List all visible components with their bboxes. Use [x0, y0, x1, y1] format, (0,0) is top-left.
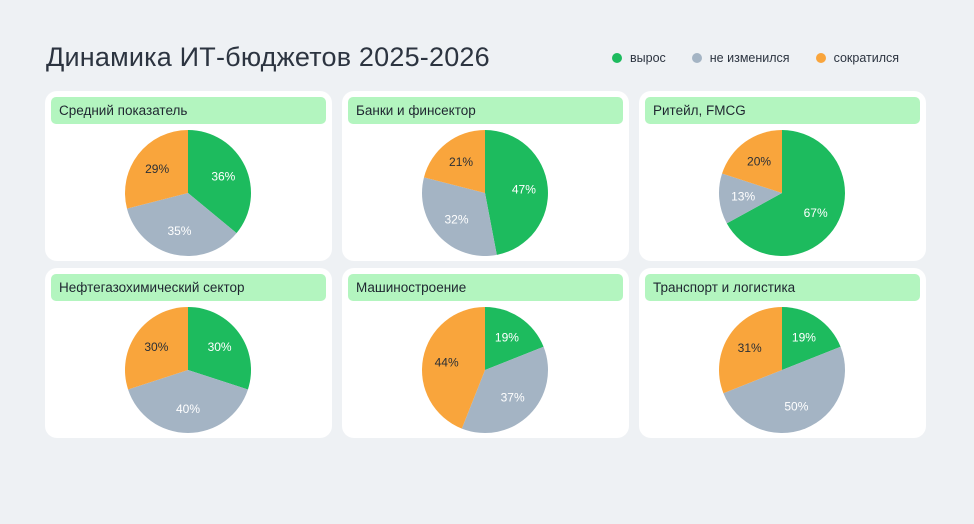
chart-card-average: Средний показатель 36% 35% 29% — [45, 91, 332, 261]
pie-value-label-grew: 19% — [792, 331, 816, 345]
chart-title: Средний показатель — [51, 97, 326, 124]
pie-value-label-decreased: 20% — [747, 154, 771, 168]
pie-slice-unchanged — [461, 346, 549, 434]
pie-value-label-grew: 30% — [208, 340, 232, 354]
pie-slice-grew — [485, 130, 548, 255]
pie-value-label-unchanged: 32% — [445, 213, 469, 227]
legend-item-grew: вырос — [612, 51, 666, 65]
pie-value-label-unchanged: 50% — [784, 399, 808, 413]
pie-value-label-unchanged: 37% — [501, 391, 525, 405]
pie-slice-decreased — [421, 307, 485, 429]
pie-slice-unchanged — [422, 177, 497, 256]
legend-label-decreased: сократился — [833, 51, 900, 65]
pie-value-label-unchanged: 40% — [176, 402, 200, 416]
pie-value-label-grew: 19% — [495, 331, 519, 345]
pie-slice-decreased — [718, 307, 782, 394]
pie-value-label-unchanged: 35% — [167, 224, 191, 238]
pie-chart-average: 36% 35% 29% — [125, 130, 251, 256]
pie-chart-transport: 19% 50% 31% — [718, 307, 846, 434]
pie-value-label-grew: 47% — [512, 182, 536, 196]
pie-slice-grew — [485, 307, 544, 370]
chart-legend: вырос не изменился сократился — [612, 51, 899, 65]
legend-item-unchanged: не изменился — [691, 51, 790, 65]
chart-title: Банки и финсектор — [348, 97, 623, 124]
chart-title: Нефтегазохимический сектор — [51, 274, 326, 301]
pie-chart-machinery: 19% 37% 44% — [421, 307, 549, 434]
pie-slice-decreased — [125, 130, 188, 209]
pie-chart-retail: 67% 13% 20% — [718, 130, 845, 256]
chart-title: Транспорт и логистика — [645, 274, 920, 301]
legend-label-grew: вырос — [630, 51, 666, 65]
pie-value-label-decreased: 31% — [738, 341, 762, 355]
legend-swatch-decreased — [815, 53, 826, 63]
chart-title: Ритейл, FMCG — [645, 97, 920, 124]
charts-grid: Средний показатель 36% 35% 29% Банки и фин… — [45, 91, 926, 438]
pie-slice-unchanged — [723, 346, 846, 434]
pie-slice-unchanged — [128, 370, 248, 434]
pie-value-label-unchanged: 13% — [731, 190, 755, 204]
chart-card-retail: Ритейл, FMCG 67% 13% 20% — [639, 91, 926, 261]
legend-swatch-grew — [612, 53, 622, 63]
pie-slice-decreased — [423, 130, 485, 193]
pie-value-label-decreased: 29% — [145, 162, 169, 176]
legend-swatch-unchanged — [691, 53, 702, 63]
pie-slice-grew — [188, 307, 252, 390]
pie-slice-unchanged — [126, 193, 237, 256]
chart-card-machinery: Машиностроение 19% 37% 44% — [342, 268, 629, 438]
pie-slice-grew — [726, 130, 845, 256]
pie-value-label-grew: 36% — [211, 169, 235, 183]
chart-card-oil-gas: Нефтегазохимический сектор 30% 40% 30% — [45, 268, 332, 438]
pie-slice-grew — [782, 307, 841, 370]
pie-value-label-decreased: 30% — [144, 340, 168, 354]
legend-item-decreased: сократился — [815, 51, 900, 65]
pie-slice-decreased — [124, 307, 188, 390]
pie-value-label-decreased: 44% — [435, 356, 459, 370]
pie-value-label-grew: 67% — [804, 206, 828, 220]
chart-card-banks: Банки и финсектор 47% 32% 21% — [342, 91, 629, 261]
chart-title: Машиностроение — [348, 274, 623, 301]
pie-slice-decreased — [722, 130, 782, 193]
legend-label-unchanged: не изменился — [709, 51, 790, 65]
pie-chart-oil-gas: 30% 40% 30% — [124, 307, 252, 434]
pie-value-label-decreased: 21% — [449, 155, 473, 169]
pie-slice-grew — [188, 130, 251, 234]
pie-slice-unchanged — [718, 173, 782, 224]
pie-chart-banks: 47% 32% 21% — [422, 130, 548, 256]
chart-card-transport: Транспорт и логистика 19% 50% 31% — [639, 268, 926, 438]
page-title: Динамика ИТ-бюджетов 2025-2026 — [46, 42, 490, 72]
